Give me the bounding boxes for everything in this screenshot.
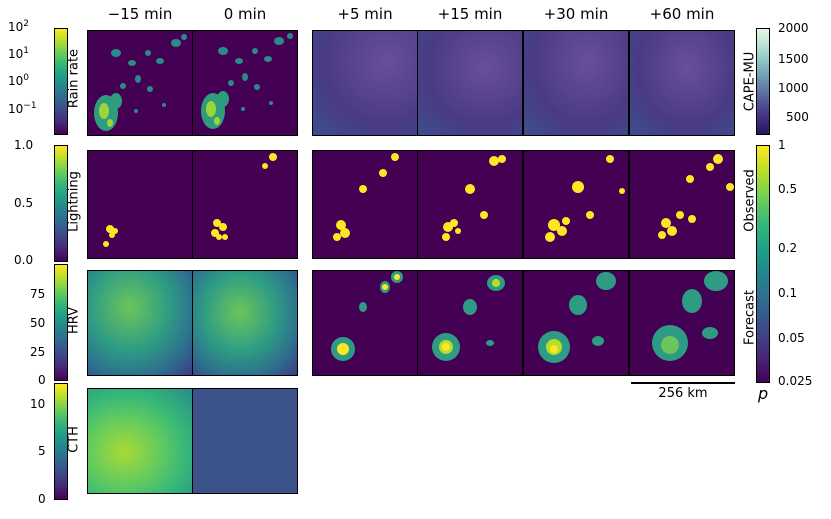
panel-cth-m15	[87, 388, 193, 494]
row-label-rain: Rain rate	[66, 48, 82, 109]
cape-tick-label: 1500	[778, 52, 809, 66]
row-label-cth: CTH	[66, 426, 82, 453]
panel-rain-0	[192, 30, 298, 136]
panel-hrv-p60	[629, 270, 735, 376]
lightning-tick-label: 1.0	[14, 138, 34, 152]
panel-rain-m15	[87, 30, 193, 136]
panel-hrv-m15	[87, 270, 193, 376]
panel-cape-p60	[629, 30, 735, 136]
cth-tick-label: 0	[38, 492, 46, 506]
probability-symbol: p	[758, 384, 769, 403]
hrv-colorbar	[54, 264, 68, 381]
row-label-hrv: HRV	[66, 307, 82, 334]
scale-bar	[631, 382, 735, 384]
rain-colorbar	[54, 28, 68, 135]
observed-label: Observed	[742, 169, 758, 232]
col-title-0: 0 min	[223, 5, 267, 23]
rain-tick-label: 10−1	[8, 101, 37, 116]
col-title-p15: +15 min	[437, 5, 503, 23]
probability-colorbar	[756, 145, 770, 383]
cape-label: CAPE-MU	[742, 51, 758, 112]
lightning-tick-label: 0.5	[14, 196, 34, 210]
forecast-label: Forecast	[742, 290, 758, 346]
probability-tick-label: 0.05	[778, 331, 805, 345]
panel-hrv-p5	[312, 270, 418, 376]
hrv-tick-label: 75	[30, 287, 46, 301]
col-title-p5: +5 min	[337, 5, 393, 23]
probability-tick-label: 0.2	[778, 241, 798, 255]
hrv-tick-label: 0	[38, 373, 46, 387]
col-title-p60: +60 min	[649, 5, 715, 23]
panel-lightning-p60	[629, 150, 735, 259]
panel-lightning-p15	[417, 150, 523, 259]
panel-lightning-p30	[523, 150, 629, 259]
probability-tick-label: 0.5	[778, 182, 798, 196]
cape-tick-label: 1000	[778, 81, 809, 95]
lightning-colorbar	[54, 145, 68, 262]
hrv-tick-label: 50	[30, 316, 46, 330]
cth-colorbar	[54, 383, 68, 500]
cape-tick-label: 2000	[778, 21, 809, 35]
probability-tick-label: 1	[778, 138, 786, 152]
hrv-tick-label: 25	[30, 345, 46, 359]
panel-lightning-m15	[87, 150, 193, 259]
panel-cape-p30	[523, 30, 629, 136]
rain-tick-label: 102	[8, 19, 30, 34]
row-label-lightning: Lightning	[66, 171, 82, 232]
cape-colorbar	[756, 28, 770, 135]
cape-tick-label: 500	[786, 110, 809, 124]
lightning-tick-label: 0.0	[14, 253, 34, 267]
panel-hrv-p15	[417, 270, 523, 376]
probability-tick-label: 0.1	[778, 286, 798, 300]
panel-lightning-0	[192, 150, 298, 259]
panel-hrv-0	[192, 270, 298, 376]
cth-tick-label: 10	[30, 397, 46, 411]
col-title-m15: −15 min	[107, 5, 173, 23]
panel-hrv-p30	[523, 270, 629, 376]
panel-lightning-p5	[312, 150, 418, 259]
panel-cape-p15	[417, 30, 523, 136]
probability-tick-label: 0.025	[778, 374, 813, 388]
col-title-p30: +30 min	[543, 5, 609, 23]
rain-tick-label: 101	[8, 46, 30, 61]
panel-cth-0	[192, 388, 298, 494]
scale-bar-label: 256 km	[658, 386, 708, 401]
cth-tick-label: 5	[38, 444, 46, 458]
rain-tick-label: 100	[8, 73, 30, 88]
panel-cape-p5	[312, 30, 418, 136]
